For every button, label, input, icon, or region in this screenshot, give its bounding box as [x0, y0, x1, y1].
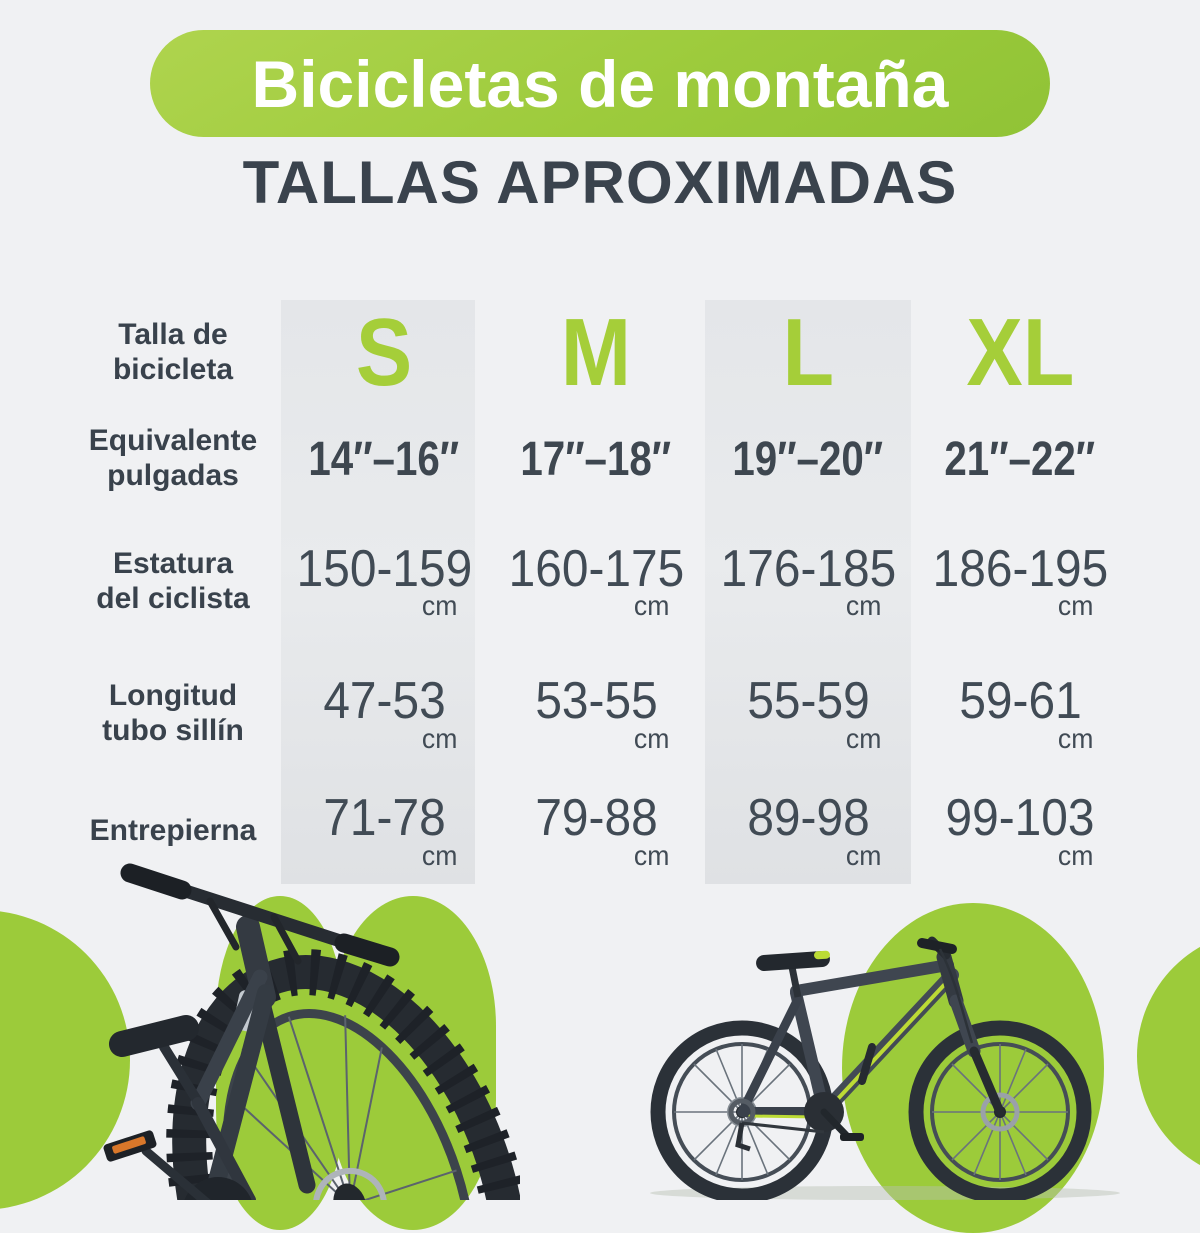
- cell-entrepierna-xl: 99-103 cm: [945, 789, 1095, 871]
- row-label-talla: Talla de bicicleta: [112, 317, 234, 386]
- table-row-entrepierna: Entrepierna 71-78 cm 79-88 cm 89-98 cm 99-1…: [68, 778, 1128, 884]
- cell-talla-s: S: [355, 298, 413, 406]
- cell-tubo-xl: 59-61 cm: [958, 672, 1094, 754]
- row-label-pulgadas: Equivalente pulgadas: [88, 424, 258, 492]
- cell-talla-m: M: [560, 298, 632, 406]
- row-label-estatura: Estatura del ciclista: [96, 546, 250, 615]
- cell-tubo-l: 55-59 cm: [746, 672, 882, 754]
- cell-entrepierna-s: 71-78 cm: [322, 789, 458, 871]
- cell-estatura-m: 160-175 cm: [508, 539, 684, 622]
- cell-pulgadas-l: 19″–20″: [732, 432, 884, 486]
- column-highlight-l: [705, 300, 911, 884]
- column-highlight-s: [281, 300, 475, 884]
- cell-talla-l: L: [782, 298, 834, 406]
- cell-talla-xl: XL: [966, 298, 1074, 406]
- cell-estatura-xl: 186-195 cm: [932, 539, 1108, 622]
- cell-estatura-s: 150-159 cm: [296, 539, 472, 622]
- cell-pulgadas-s: 14″–16″: [308, 432, 460, 486]
- size-table: Talla de bicicleta S M L XL Equivalente …: [68, 300, 1128, 884]
- page-subtitle: TALLAS APROXIMADAS: [242, 149, 958, 216]
- row-label-entrepierna: Entrepierna: [89, 813, 257, 847]
- mtb-side-photo: [650, 936, 1120, 1200]
- table-row-estatura: Estatura del ciclista 150-159 cm 160-175 c…: [68, 513, 1128, 650]
- cell-pulgadas-xl: 21″–22″: [944, 432, 1096, 486]
- cell-estatura-l: 176-185 cm: [720, 539, 896, 622]
- table-row-talla: Talla de bicicleta S M L XL: [68, 300, 1128, 405]
- cell-pulgadas-m: 17″–18″: [520, 432, 672, 486]
- infographic-canvas: { "header": { "pill_title": "Bicicletas …: [0, 30, 1200, 1233]
- table-row-pulgadas: Equivalente pulgadas 14″–16″ 17″–18″ 19″…: [68, 405, 1128, 513]
- cell-entrepierna-l: 89-98 cm: [746, 789, 882, 871]
- title-pill: Bicicletas de montaña: [150, 30, 1050, 137]
- cell-tubo-m: 53-55 cm: [534, 672, 670, 754]
- page-title: Bicicletas de montaña: [251, 46, 949, 121]
- cell-entrepierna-m: 79-88 cm: [534, 789, 670, 871]
- mtb-closeup-photo: [103, 863, 520, 1200]
- cell-tubo-s: 47-53 cm: [322, 672, 458, 754]
- row-label-tubo-sillin: Longitud tubo sillín: [102, 679, 244, 747]
- table-row-tubo-sillin: Longitud tubo sillín 47-53 cm 53-55 cm 55-…: [68, 650, 1128, 778]
